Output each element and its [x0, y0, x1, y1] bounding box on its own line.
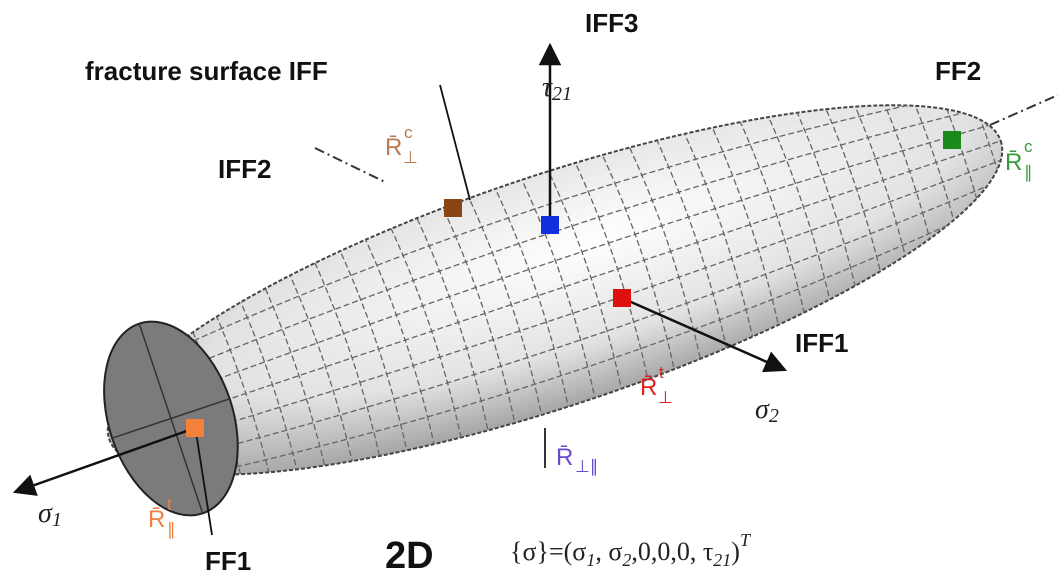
svg-text:c: c	[404, 123, 413, 142]
axis-line	[990, 95, 1058, 125]
formula-text: ,0,0,0, τ	[631, 537, 713, 566]
leader-line	[440, 85, 470, 200]
label: R̄ c ⊥	[385, 123, 418, 167]
formula-sub: 21	[713, 550, 731, 570]
ff2-point	[943, 131, 961, 149]
label: fracture surface IFF	[85, 56, 328, 86]
axis-line	[315, 148, 385, 182]
svg-text:R̄: R̄	[148, 506, 165, 533]
label: σ1	[38, 498, 62, 531]
formula-sup: T	[740, 530, 752, 550]
svg-text:t: t	[167, 495, 172, 514]
svg-text:⊥∥: ⊥∥	[575, 457, 598, 476]
iff-point	[444, 199, 462, 217]
iff3-point	[541, 216, 559, 234]
label: FF2	[935, 56, 981, 86]
svg-text:∥: ∥	[167, 520, 176, 539]
svg-text:R̄: R̄	[1005, 149, 1022, 176]
formula-sub: 2	[622, 550, 631, 570]
label: σ2	[755, 394, 779, 427]
svg-text:c: c	[1024, 137, 1033, 156]
label: τ21	[542, 72, 572, 105]
label: IFF1	[795, 328, 848, 358]
svg-text:⊥: ⊥	[403, 148, 418, 167]
formula-sub: 1	[586, 550, 595, 570]
svg-text:⊥: ⊥	[658, 388, 673, 407]
ff1-point	[186, 419, 204, 437]
label: IFF2	[218, 154, 271, 184]
formula: {σ}=(σ1, σ2,0,0,0, τ21)T	[510, 530, 752, 570]
formula-text: )	[731, 537, 740, 566]
label: R̄ c ∥	[1005, 137, 1033, 182]
svg-text:R̄: R̄	[640, 374, 657, 401]
svg-text:∥: ∥	[1024, 163, 1033, 182]
svg-text:R̄: R̄	[385, 134, 402, 161]
label: 2D	[385, 535, 434, 577]
svg-text:t: t	[659, 363, 664, 382]
diagram: IFF3 τ21 fracture surface IFF FF2 IFF2 R…	[0, 0, 1058, 583]
svg-text:R̄: R̄	[556, 444, 573, 471]
formula-text: {σ}=(σ	[510, 537, 586, 566]
iff1-point	[613, 289, 631, 307]
label: IFF3	[585, 8, 638, 38]
label: FF1	[205, 546, 251, 576]
formula-text: , σ	[595, 537, 622, 566]
label: R̄ ⊥∥	[556, 444, 598, 476]
